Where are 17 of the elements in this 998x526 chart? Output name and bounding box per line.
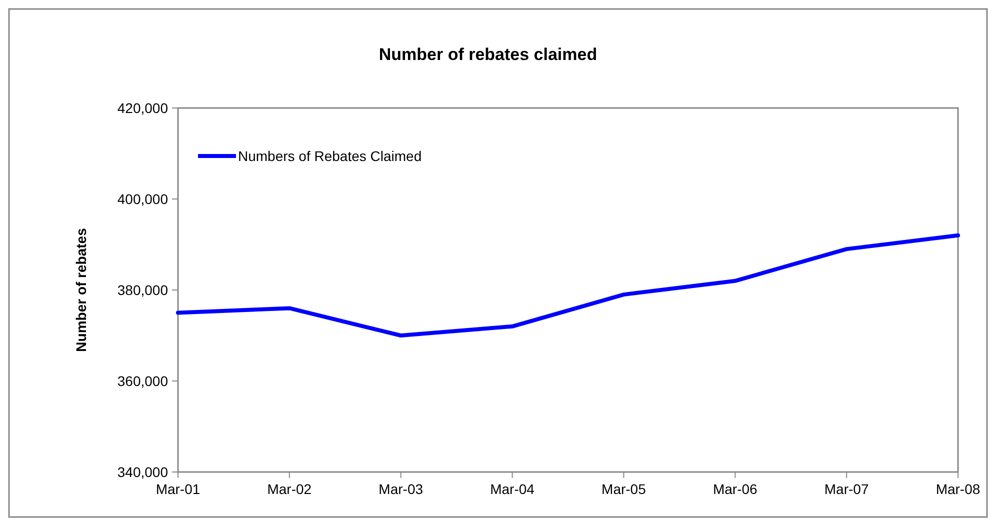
x-tick-label: Mar-08: [936, 481, 980, 497]
chart-title: Number of rebates claimed: [378, 45, 598, 64]
x-tick-label: Mar-01: [156, 481, 200, 497]
y-tick-label: 400,000: [117, 190, 168, 207]
x-tick-label: Mar-05: [602, 481, 646, 497]
y-tick-label: 340,000: [117, 464, 168, 480]
legend-label: Numbers of Rebates Claimed: [238, 148, 422, 164]
y-axis-title: Number of rebates: [73, 228, 89, 352]
line-series: [176, 233, 960, 338]
x-tick-label: Mar-07: [824, 481, 869, 497]
y-tick-label: 360,000: [117, 372, 168, 389]
x-tick-label: Mar-03: [378, 481, 424, 497]
x-tick-label: Mar-06: [712, 481, 758, 497]
y-tick-label: 380,000: [117, 282, 168, 298]
y-tick-label: 420,000: [117, 100, 168, 116]
x-tick-label: Mar-04: [490, 481, 535, 497]
x-tick-label: Mar-02: [267, 481, 312, 497]
